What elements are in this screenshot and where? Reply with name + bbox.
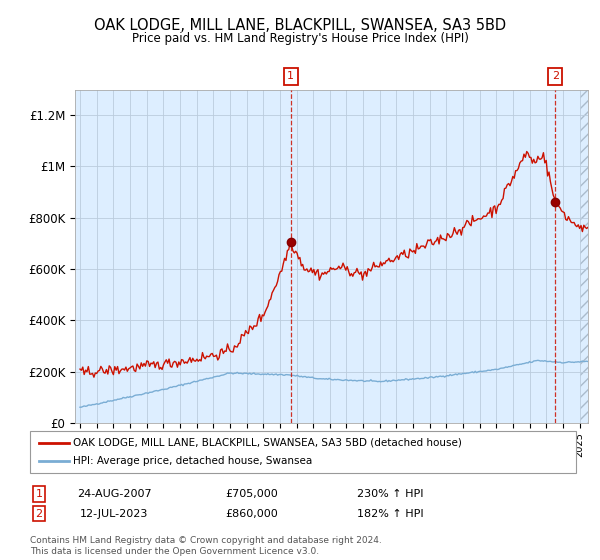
Text: Contains HM Land Registry data © Crown copyright and database right 2024.
This d: Contains HM Land Registry data © Crown c… [30,536,382,556]
Text: OAK LODGE, MILL LANE, BLACKPILL, SWANSEA, SA3 5BD (detached house): OAK LODGE, MILL LANE, BLACKPILL, SWANSEA… [73,438,462,448]
Text: 230% ↑ HPI: 230% ↑ HPI [357,489,423,499]
Text: 24-AUG-2007: 24-AUG-2007 [77,489,151,499]
Text: 2: 2 [35,508,43,519]
Text: OAK LODGE, MILL LANE, BLACKPILL, SWANSEA, SA3 5BD: OAK LODGE, MILL LANE, BLACKPILL, SWANSEA… [94,18,506,33]
Text: £860,000: £860,000 [226,508,278,519]
Text: 1: 1 [35,489,43,499]
Text: Price paid vs. HM Land Registry's House Price Index (HPI): Price paid vs. HM Land Registry's House … [131,32,469,45]
Text: 182% ↑ HPI: 182% ↑ HPI [356,508,424,519]
Text: 1: 1 [287,71,294,81]
Text: 12-JUL-2023: 12-JUL-2023 [80,508,148,519]
Bar [580,90,600,423]
Text: £705,000: £705,000 [226,489,278,499]
Text: HPI: Average price, detached house, Swansea: HPI: Average price, detached house, Swan… [73,456,313,466]
Text: 2: 2 [552,71,559,81]
